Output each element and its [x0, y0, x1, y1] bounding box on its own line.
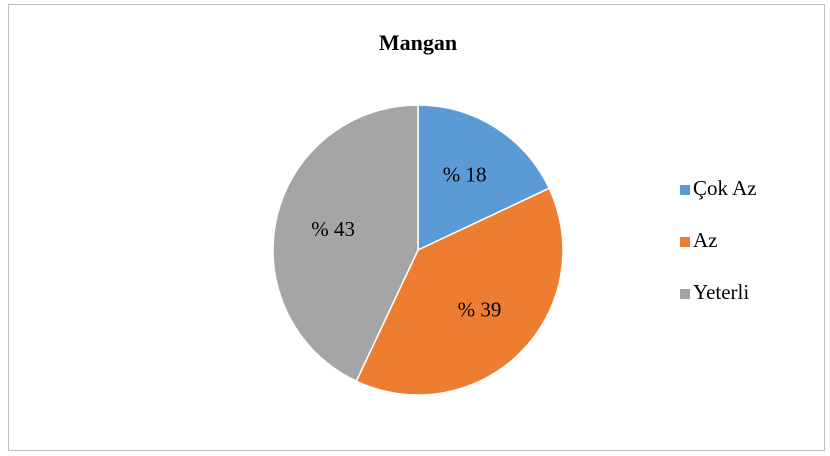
data-label: % 43 [311, 217, 355, 241]
pie-slice [417, 104, 551, 252]
data-label: % 18 [443, 162, 487, 186]
data-label: % 39 [458, 297, 502, 321]
pie-slice [272, 104, 419, 383]
chart-title: Mangan [379, 30, 457, 55]
pie-slice [355, 187, 564, 396]
legend-label: Az [693, 228, 718, 252]
legend-label: Yeterli [693, 280, 749, 304]
legend-label: Çok Az [693, 176, 757, 200]
legend-swatch [680, 289, 690, 299]
legend-swatch [680, 185, 690, 195]
legend-swatch [680, 237, 690, 247]
